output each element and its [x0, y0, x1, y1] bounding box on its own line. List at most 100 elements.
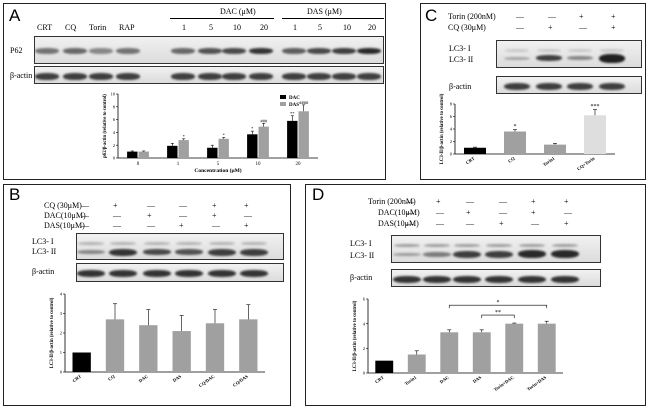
blot-band [116, 72, 140, 80]
condition-sign: — [147, 221, 155, 230]
lc3-2-label: LC3- II [350, 251, 375, 260]
bar [504, 131, 526, 154]
blot-band [536, 55, 562, 61]
condition-sign: + [499, 219, 504, 228]
condition-sign: + [611, 12, 616, 21]
panel-b: B CQ (30μM) DAC(10μM) DAS(10μM) — + — — + + — —… [3, 184, 291, 406]
y-tick-label: 4 [450, 127, 453, 132]
panel-a-label: A [9, 6, 21, 25]
condition-sign: — [406, 197, 414, 206]
condition-label: DAS(10μM) [378, 219, 419, 228]
y-tick-label: 6 [363, 297, 366, 302]
blot-band [332, 72, 356, 80]
lane-label: 20 [260, 23, 268, 32]
blot-band [116, 48, 140, 54]
blot-band [552, 243, 578, 247]
blot-band [175, 249, 203, 255]
legend-swatch [280, 102, 286, 106]
y-axis-label: p62/β-actin (relative to control) [103, 94, 108, 158]
blot-band [551, 275, 579, 283]
y-tick-label: 8 [113, 104, 116, 109]
blot-band [249, 72, 273, 80]
blot-band [78, 241, 104, 245]
condition-label: CQ (30μM) [448, 23, 486, 32]
condition-sign: + [113, 201, 118, 210]
blot-band [423, 275, 451, 283]
chart-c: 0 2 4 6 8 LC3-II/β-actin (relative to control… [440, 93, 615, 171]
lane-label: CRT [37, 23, 53, 32]
bar [72, 352, 91, 372]
blot-band [77, 250, 105, 254]
p62-label: P62 [10, 46, 23, 55]
significance-bracket [448, 304, 548, 309]
x-tick-label: CQ+Torin [576, 155, 596, 171]
blot-band [454, 243, 480, 247]
y-tick-label: 2 [450, 139, 452, 144]
beta-actin-blot [34, 66, 384, 84]
blot-band [551, 250, 579, 258]
blot-band [35, 48, 59, 54]
significance-label: * [497, 300, 500, 306]
y-tick-label: 2 [113, 143, 115, 148]
blot-band [63, 72, 87, 80]
blot-band [249, 48, 273, 54]
bar [375, 360, 394, 373]
blot-band [282, 48, 306, 54]
lane-label: 5 [318, 23, 322, 32]
y-tick-label: 10 [111, 92, 116, 97]
blot-band [504, 56, 530, 60]
bar [218, 138, 229, 158]
blot-band [357, 72, 381, 80]
blot-band [240, 269, 268, 277]
beta-actin-blot-c [496, 76, 642, 94]
blot-band [599, 53, 625, 63]
condition-sign: — [113, 211, 121, 220]
blot-band [518, 250, 546, 258]
blot-band [144, 241, 170, 245]
condition-sign: — [466, 219, 474, 228]
blot-band [241, 241, 267, 245]
condition-sign: — [531, 219, 539, 228]
x-tick-label: 1 [177, 162, 180, 167]
condition-sign: + [212, 211, 217, 220]
blot-band [208, 269, 236, 277]
condition-sign: — [579, 23, 587, 32]
blot-band [486, 243, 512, 247]
dac-header: DAC (μM) [220, 7, 256, 16]
x-tick-label: CRT [72, 374, 83, 384]
significance-label: * [183, 134, 186, 139]
blot-band [198, 48, 222, 54]
blot-band [453, 250, 481, 258]
y-tick-label: 6 [113, 117, 116, 122]
x-tick-label: Torin1 [542, 155, 556, 167]
condition-sign: — [516, 23, 524, 32]
blot-band [567, 82, 593, 90]
blot-band [240, 248, 268, 256]
legend-label: DAC [289, 96, 300, 101]
p62-blot [34, 36, 384, 64]
blot-band [175, 269, 203, 277]
bar [207, 147, 218, 158]
panel-d: D Torin (200nM) DAC(10μM) DAS(10μM) — + — —… [305, 184, 646, 406]
x-tick-label: CQ/DAC [198, 374, 216, 388]
y-tick-label: 3 [60, 311, 63, 316]
blot-band [567, 56, 593, 60]
significance-label: *** [591, 104, 600, 110]
condition-sign: + [548, 23, 553, 32]
condition-sign: — [548, 12, 556, 21]
y-tick-label: 0 [60, 370, 63, 375]
bar [127, 151, 138, 158]
bar [258, 126, 269, 158]
x-tick-label: Torin+DAC [493, 375, 515, 393]
condition-sign: — [564, 208, 572, 217]
condition-sign: — [406, 208, 414, 217]
blot-band [307, 72, 331, 80]
lc3-1-label: LC3- I [32, 237, 54, 246]
y-tick-label: 1 [60, 350, 62, 355]
blot-band [176, 241, 202, 245]
condition-sign: — [406, 219, 414, 228]
condition-sign: — [499, 208, 507, 217]
x-tick-label: CQ [507, 155, 516, 163]
dac-header-line [170, 18, 274, 19]
